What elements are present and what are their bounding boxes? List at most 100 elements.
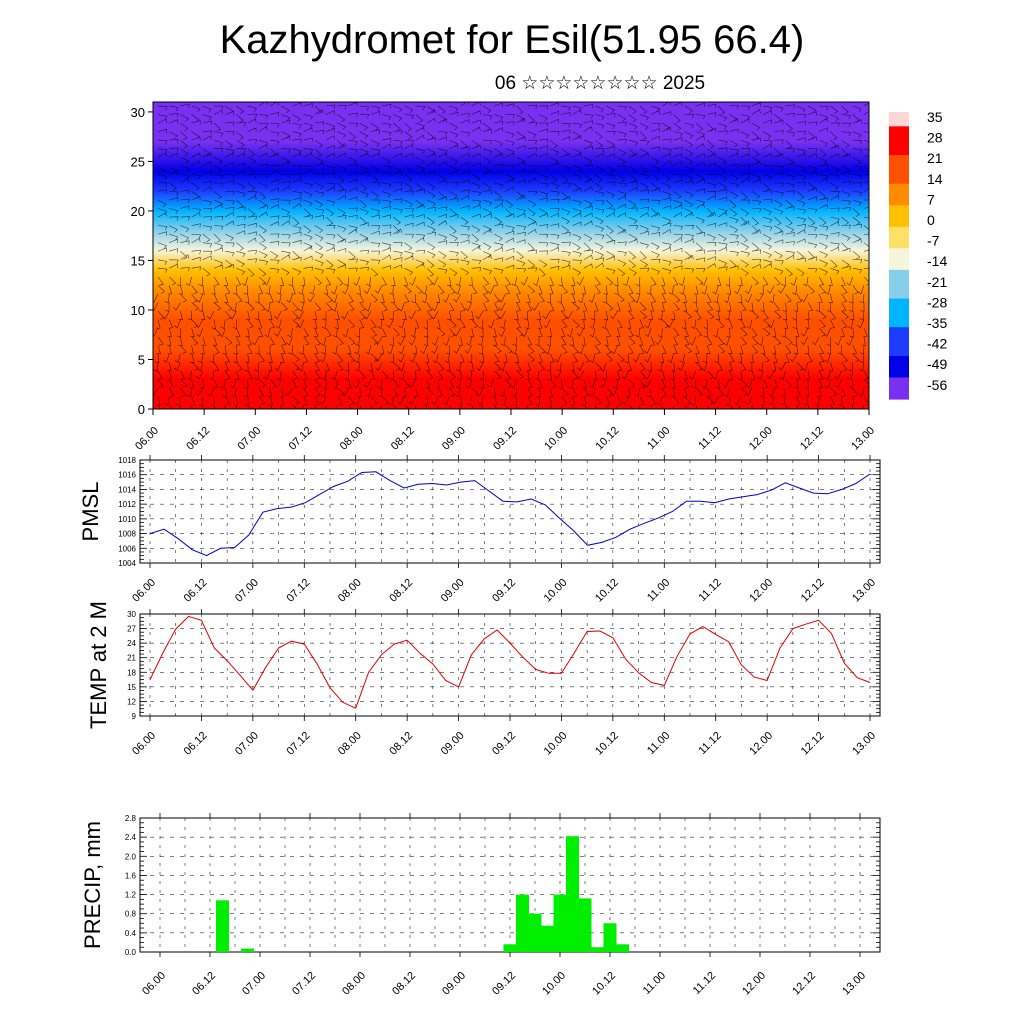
wind-barb — [247, 404, 252, 409]
wind-barb — [224, 362, 229, 372]
wind-barb — [606, 208, 616, 213]
wind-barb — [819, 250, 828, 258]
wind-barb — [684, 208, 694, 216]
wind-barb — [244, 379, 249, 389]
wind-barb — [684, 379, 690, 389]
wind-barb — [785, 404, 789, 409]
wind-barb — [505, 152, 515, 158]
wind-barb — [807, 136, 817, 141]
wind-barb — [628, 131, 639, 136]
wind-barb — [550, 242, 560, 249]
wind-barb — [292, 239, 302, 245]
wind-barb — [348, 404, 352, 409]
x-tick-label: 07.12 — [284, 577, 312, 605]
wind-barb — [550, 131, 560, 136]
wind-barb — [572, 174, 582, 181]
wind-barb — [309, 285, 316, 295]
colorbar-label: 35 — [927, 109, 943, 125]
x-tick-label: 06.12 — [182, 730, 210, 758]
wind-barb — [527, 114, 535, 123]
wind-barb — [841, 171, 851, 176]
wind-barb — [337, 336, 344, 346]
wind-barb — [594, 131, 603, 140]
wind-barb — [236, 131, 244, 140]
wind-barb — [758, 362, 764, 372]
wind-barb — [690, 396, 697, 406]
wind-barb — [516, 225, 527, 231]
wind-barb — [337, 189, 347, 194]
wind-barb — [774, 153, 784, 158]
wind-barb — [841, 353, 848, 363]
wind-barb — [734, 285, 741, 295]
wind-barb — [449, 170, 459, 175]
wind-barb — [516, 208, 526, 214]
wind-barb — [391, 276, 396, 287]
wind-barb — [505, 379, 513, 388]
wind-barb — [255, 293, 260, 304]
wind-barb — [561, 136, 571, 141]
wind-barb — [482, 105, 492, 114]
wind-barb — [224, 285, 231, 295]
wind-barb — [494, 152, 504, 158]
wind-barb — [224, 370, 231, 380]
wind-barb — [594, 404, 598, 409]
wind-barb — [561, 336, 567, 346]
wind-barb — [644, 345, 652, 354]
wind-barb — [594, 250, 604, 258]
wind-barb — [852, 191, 863, 197]
colorbar-swatch — [889, 320, 909, 328]
wind-barb — [213, 215, 224, 221]
colorbar-swatch — [889, 334, 909, 343]
wind-barb — [157, 285, 165, 294]
wind-barb — [393, 242, 403, 247]
wind-barb — [841, 105, 849, 115]
wind-barb — [346, 345, 352, 355]
wind-barb — [711, 370, 719, 380]
wind-barb — [196, 370, 204, 380]
wind-barb — [202, 216, 213, 221]
wind-barb — [471, 387, 479, 397]
wind-barb — [370, 336, 379, 345]
wind-barb — [662, 319, 669, 329]
wind-barb — [409, 336, 416, 346]
wind-barb — [431, 276, 439, 286]
wind-barb — [589, 328, 596, 338]
wind-barb — [834, 370, 842, 380]
wind-barb — [404, 199, 413, 208]
wind-barb — [706, 310, 715, 320]
wind-barb — [723, 336, 730, 346]
wind-barb — [594, 122, 605, 129]
wind-barb — [505, 404, 510, 409]
wind-barb — [673, 137, 683, 142]
wind-barb — [740, 242, 749, 251]
wind-barb — [356, 285, 361, 295]
x-tick-label: 13.00 — [850, 577, 878, 605]
wind-barb — [718, 387, 724, 397]
wind-barb — [646, 285, 652, 295]
wind-barb — [382, 131, 392, 137]
wind-barb — [778, 285, 786, 294]
wind-barb — [651, 199, 661, 205]
wind-barb — [157, 114, 168, 120]
wind-barb — [852, 268, 863, 274]
wind-barb — [466, 293, 473, 304]
wind-barb — [269, 293, 274, 303]
colorbar-swatch — [889, 277, 909, 285]
wind-barb — [565, 310, 573, 320]
wind-barb — [819, 105, 829, 111]
wind-barb — [348, 131, 357, 140]
wind-barb — [538, 242, 549, 247]
wind-barb — [638, 336, 644, 346]
wind-barb — [718, 114, 728, 122]
wind-barb — [303, 336, 310, 346]
wind-barb — [749, 302, 754, 312]
wind-barb — [494, 203, 503, 209]
wind-barb — [268, 310, 273, 321]
plot-frame — [139, 817, 881, 953]
wind-barb — [722, 379, 730, 388]
x-tick-label: 07.00 — [235, 425, 263, 453]
wind-barb — [236, 362, 243, 371]
wind-barb — [807, 404, 810, 409]
colorbar-swatch — [889, 119, 909, 127]
